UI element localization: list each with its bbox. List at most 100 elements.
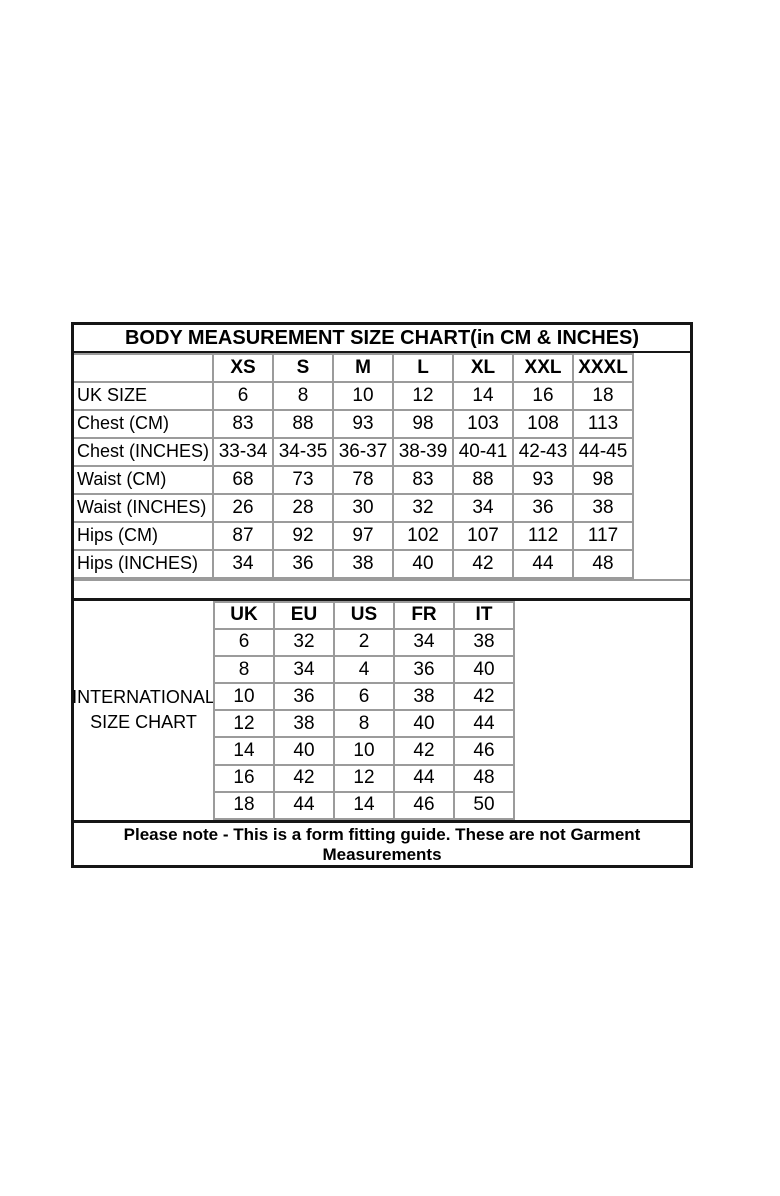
value-cell: 107 <box>452 520 514 551</box>
value-cell: 88 <box>272 408 334 439</box>
value-cell: 6 <box>333 682 395 712</box>
value-cell: 34 <box>273 654 335 685</box>
column-header: US <box>333 600 395 630</box>
table-row: Hips (INCHES) 34 36 38 40 42 44 48 <box>74 548 634 579</box>
row-cell: Chest (CM) <box>74 408 214 439</box>
table-row: 6 32 2 34 38 <box>213 627 515 658</box>
international-section: INTERNATIONAL SIZE CHART UK EU US FR IT 6 32 2… <box>72 600 690 821</box>
column-header: UK <box>213 600 275 630</box>
value-cell: 16 <box>512 380 574 411</box>
value-cell: 42 <box>453 682 515 712</box>
table-row: 18 44 14 46 50 <box>213 790 515 821</box>
value-cell: 98 <box>392 408 454 439</box>
size-chart-panel: BODY MEASUREMENT SIZE CHART(in CM & INCH… <box>71 322 693 868</box>
row-cell: 10 <box>213 682 275 712</box>
table-row: Hips (CM) 87 92 97 102 107 112 117 <box>74 520 634 551</box>
row-cell: Waist (INCHES) <box>74 492 214 523</box>
international-label-line2: SIZE CHART <box>90 712 197 733</box>
table-header-row: UK EU US FR IT <box>213 600 515 630</box>
table-row: 8 34 4 36 40 <box>213 654 515 685</box>
column-header: L <box>392 352 454 383</box>
value-cell: 83 <box>392 464 454 495</box>
value-cell: 113 <box>572 408 634 439</box>
value-cell: 28 <box>272 492 334 523</box>
value-cell: 36 <box>393 654 455 685</box>
value-cell: 98 <box>572 464 634 495</box>
value-cell: 8 <box>333 709 395 739</box>
row-cell: Waist (CM) <box>74 464 214 495</box>
value-cell: 42-43 <box>512 436 574 467</box>
footer-note-line2: Measurements <box>322 845 442 864</box>
row-cell: 18 <box>213 790 275 821</box>
value-cell: 34 <box>393 627 455 658</box>
table-row: 12 38 8 40 44 <box>213 709 515 739</box>
value-cell: 46 <box>453 736 515 766</box>
value-cell: 44-45 <box>572 436 634 467</box>
table-row: UK SIZE 6 8 10 12 14 16 18 <box>74 380 634 411</box>
value-cell: 48 <box>572 548 634 579</box>
value-cell: 32 <box>273 627 335 658</box>
value-cell: 10 <box>332 380 394 411</box>
footer-note: Please note - This is a form fitting gui… <box>74 820 690 865</box>
table-header-row: XS S M L XL XXL XXXL <box>74 352 634 383</box>
value-cell: 102 <box>392 520 454 551</box>
row-cell: 16 <box>213 763 275 793</box>
value-cell: 30 <box>332 492 394 523</box>
table-row: 14 40 10 42 46 <box>213 736 515 766</box>
international-label-line1: INTERNATIONAL <box>72 687 215 708</box>
value-cell: 2 <box>333 627 395 658</box>
value-cell: 108 <box>512 408 574 439</box>
value-cell: 112 <box>512 520 574 551</box>
row-cell: 8 <box>213 654 275 685</box>
value-cell: 36-37 <box>332 436 394 467</box>
value-cell: 42 <box>452 548 514 579</box>
value-cell: 73 <box>272 464 334 495</box>
value-cell: 18 <box>572 380 634 411</box>
value-cell: 83 <box>212 408 274 439</box>
value-cell: 36 <box>272 548 334 579</box>
value-cell: 40-41 <box>452 436 514 467</box>
column-header: XXL <box>512 352 574 383</box>
value-cell: 93 <box>512 464 574 495</box>
value-cell: 26 <box>212 492 274 523</box>
row-cell: 6 <box>213 627 275 658</box>
value-cell: 87 <box>212 520 274 551</box>
table-row: Waist (CM) 68 73 78 83 88 93 98 <box>74 464 634 495</box>
row-cell: UK SIZE <box>74 380 214 411</box>
value-cell: 117 <box>572 520 634 551</box>
value-cell: 14 <box>452 380 514 411</box>
value-cell: 38 <box>453 627 515 658</box>
value-cell: 42 <box>273 763 335 793</box>
body-measurement-rows: UK SIZE 6 8 10 12 14 16 18 Chest (CM) 83 88 93 98 103… <box>74 380 634 579</box>
value-cell: 88 <box>452 464 514 495</box>
value-cell: 38 <box>572 492 634 523</box>
value-cell: 34-35 <box>272 436 334 467</box>
value-cell: 44 <box>393 763 455 793</box>
value-cell: 93 <box>332 408 394 439</box>
value-cell: 50 <box>453 790 515 821</box>
value-cell: 14 <box>333 790 395 821</box>
value-cell: 44 <box>273 790 335 821</box>
value-cell: 48 <box>453 763 515 793</box>
value-cell: 46 <box>393 790 455 821</box>
table-row: Chest (INCHES) 33-34 34-35 36-37 38-39 40-41 4… <box>74 436 634 467</box>
column-header: XS <box>212 352 274 383</box>
value-cell: 12 <box>392 380 454 411</box>
column-header: IT <box>453 600 515 630</box>
column-header <box>74 352 214 383</box>
value-cell: 38-39 <box>392 436 454 467</box>
value-cell: 42 <box>393 736 455 766</box>
column-header: M <box>332 352 394 383</box>
value-cell: 40 <box>273 736 335 766</box>
table-row: 10 36 6 38 42 <box>213 682 515 712</box>
column-header: XXXL <box>572 352 634 383</box>
value-cell: 38 <box>393 682 455 712</box>
value-cell: 68 <box>212 464 274 495</box>
value-cell: 33-34 <box>212 436 274 467</box>
value-cell: 8 <box>272 380 334 411</box>
chart-title: BODY MEASUREMENT SIZE CHART(in CM & INCH… <box>74 325 690 353</box>
column-header: XL <box>452 352 514 383</box>
value-cell: 34 <box>212 548 274 579</box>
value-cell: 32 <box>392 492 454 523</box>
